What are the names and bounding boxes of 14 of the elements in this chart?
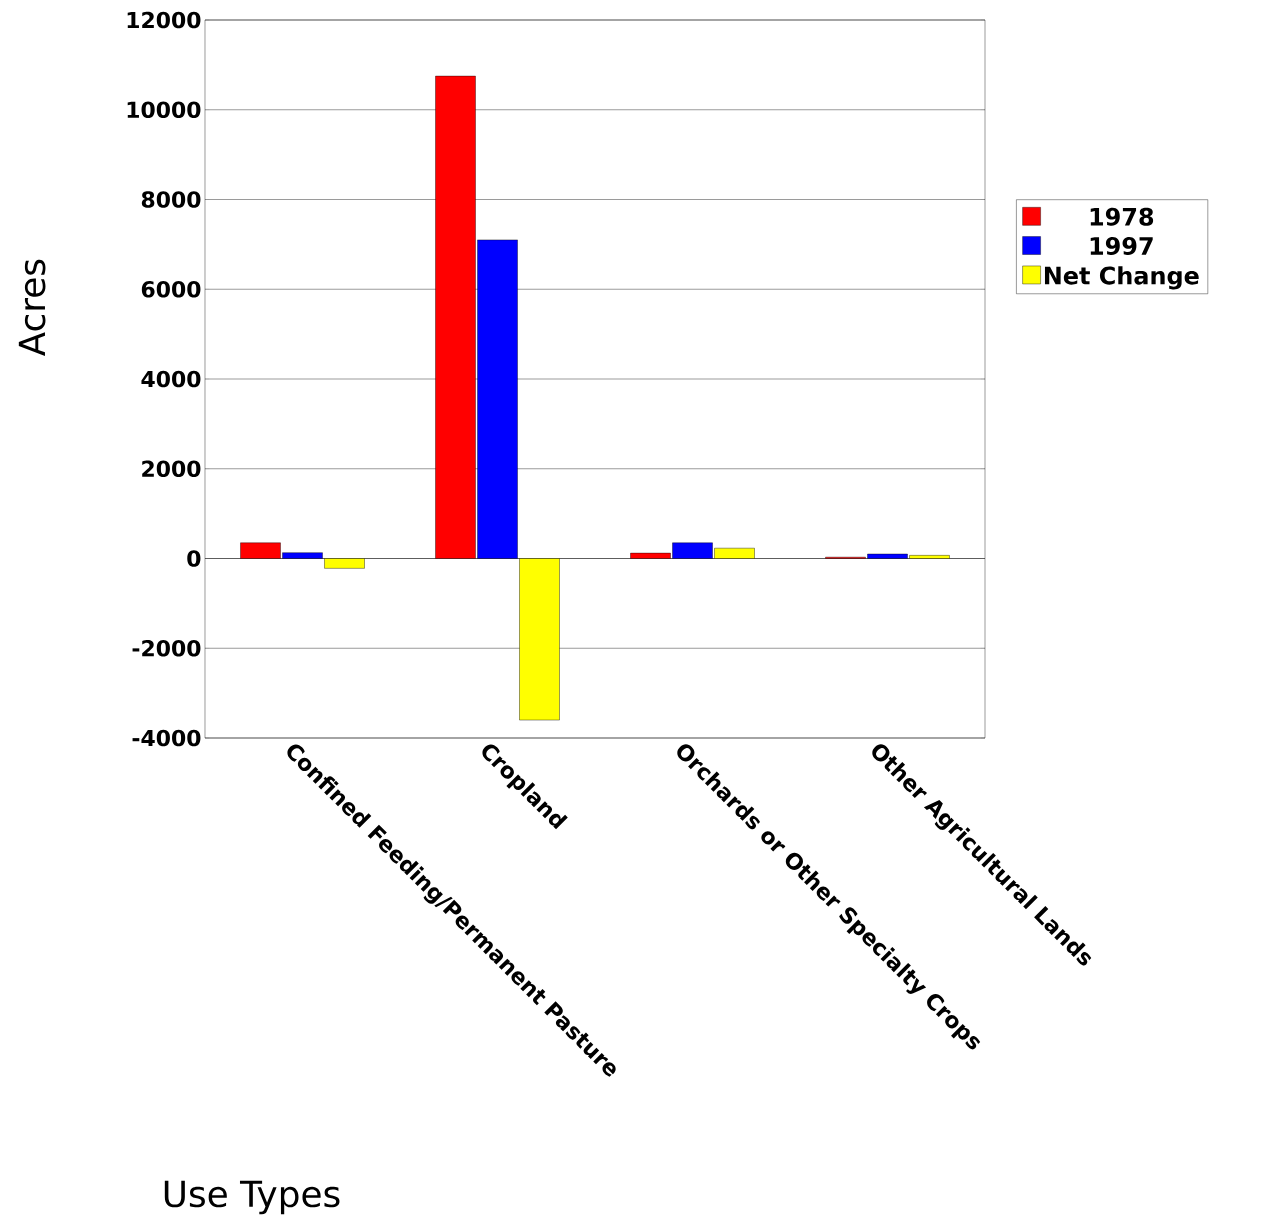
y-axis-title: Acres	[18, 259, 46, 357]
y-tick-label: -4000	[132, 729, 201, 747]
y-tick-label: 6000	[141, 280, 201, 298]
y-tick-label: 0	[187, 550, 201, 567]
y-tick-label: 4000	[141, 370, 201, 388]
legend-label: 1997	[1090, 236, 1153, 255]
x-axis-title: Use Types	[164, 1180, 340, 1215]
y-tick-label: 8000	[141, 191, 201, 208]
y-tick-label: 10000	[127, 101, 201, 119]
legend-label: 1978	[1090, 207, 1154, 226]
y-tick-label: 12000	[127, 11, 201, 29]
y-tick-label: -2000	[132, 639, 201, 657]
y-tick-label: 2000	[142, 460, 201, 478]
legend-label: Net Change	[1044, 266, 1199, 290]
